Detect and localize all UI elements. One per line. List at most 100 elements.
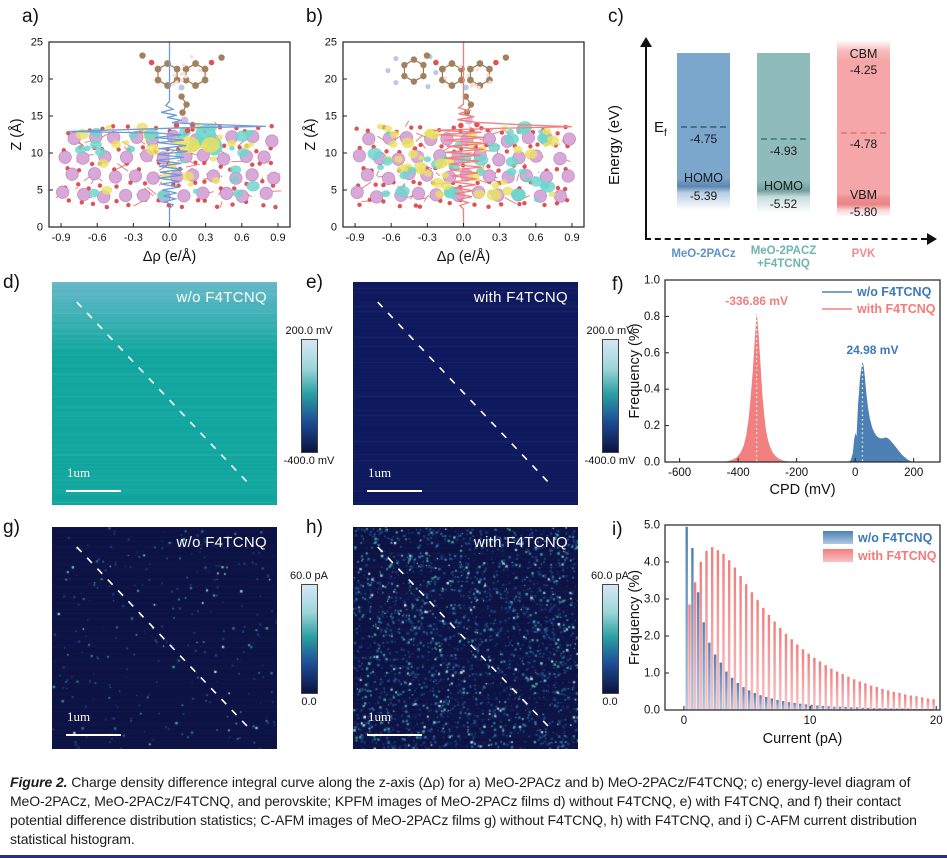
energy-axis-line	[645, 47, 647, 240]
bar	[906, 708, 910, 710]
vbm-value: -5.80	[849, 205, 878, 219]
tick-label: 15	[325, 111, 337, 123]
bar	[699, 562, 702, 710]
homo-value: -5.39	[689, 189, 718, 203]
scale-bar	[367, 733, 422, 736]
slab-large-atoms	[55, 129, 281, 204]
tick-label: 5	[331, 185, 337, 197]
scale-text: 1um	[67, 465, 91, 480]
distribution-area	[722, 312, 791, 462]
molecular-structure	[139, 52, 225, 134]
bar	[889, 708, 893, 710]
tick-label: 1.0	[644, 275, 660, 287]
bar	[901, 708, 904, 710]
bar-name-line2: +F4TCNQ	[757, 257, 810, 270]
tick-label: 20	[325, 74, 337, 86]
cafm-surface	[52, 527, 277, 749]
bar	[818, 661, 822, 710]
bar	[904, 694, 907, 710]
bar	[753, 693, 756, 710]
bar	[745, 584, 748, 710]
panel-label-d: d)	[3, 272, 20, 293]
colorbar-min: 0.0	[301, 696, 317, 708]
distribution-area	[847, 361, 914, 462]
tick-label: 5	[37, 185, 43, 197]
tick-label: 0.0	[456, 232, 471, 244]
fermi-value: -4.78	[849, 137, 878, 151]
bar	[793, 703, 796, 710]
current-distribution-chart: 0 10 20 0.0 1.0 2.0 3.0 4.0 5.0 Current (pA) Frequ…	[627, 520, 943, 748]
tick-label: 0.6	[234, 232, 249, 244]
bar	[884, 708, 887, 710]
caption-label: Figure 2.	[10, 774, 68, 790]
energy-level-diagram: Energy (eV) Ef -4.75 HOMO -5.39 -4.93 HO…	[600, 5, 947, 271]
bar	[881, 688, 884, 710]
bar	[779, 627, 782, 710]
tick-label: -0.9	[346, 232, 365, 244]
bar-name-meo2pacz-f4tcnq: MeO-2PACZ +F4TCNQ	[737, 245, 830, 270]
baseline-arrow-icon	[927, 233, 937, 245]
profile-dashed-line	[377, 301, 550, 484]
fermi-level-label: Ef	[654, 119, 667, 139]
bar	[869, 685, 873, 710]
energy-axis-label: Energy (eV)	[606, 104, 623, 186]
baseline-dashed-axis	[645, 238, 927, 240]
bar	[895, 708, 898, 710]
bar	[756, 600, 759, 710]
bar	[915, 696, 918, 710]
profile-dashed-line	[76, 546, 249, 728]
charge-density-curve	[67, 42, 266, 227]
bar	[824, 665, 827, 710]
tick-label: 25	[325, 37, 337, 49]
scale-bar	[66, 733, 121, 736]
legend-label: w/o F4TCNQ	[857, 531, 933, 545]
tick-label: 0.8	[644, 311, 660, 323]
y-axis-label: Frequency (%)	[627, 323, 643, 418]
tick-label: 0.3	[492, 232, 507, 244]
peak-value-label: -336.86 mV	[725, 294, 788, 308]
scale-text: 1um	[67, 709, 91, 724]
bar	[759, 695, 762, 710]
tick-label: 0	[852, 467, 858, 479]
profile-dashed-line	[377, 546, 550, 728]
bar	[813, 657, 816, 710]
bar	[711, 547, 714, 710]
energy-bar-pvk: CBM -4.25 -4.78 VBM -5.80	[837, 40, 890, 219]
charge-density-curve	[433, 42, 572, 227]
y-axis-label: Z (Å)	[302, 118, 319, 150]
tick-label: -200	[785, 467, 808, 479]
plot-frame	[664, 524, 941, 711]
cbm-label: CBM	[849, 47, 878, 61]
tick-label: 3.0	[644, 594, 660, 606]
bar	[841, 674, 844, 710]
colorbar-gradient	[601, 339, 619, 453]
bar	[850, 707, 853, 710]
bar	[685, 526, 688, 710]
legend-label: with F4TCNQ	[856, 302, 936, 316]
bar	[898, 693, 901, 710]
bar	[892, 691, 895, 710]
cafm-image-with-f4tcnq: with F4TCNQ 1um	[353, 527, 578, 749]
fermi-dash-line	[761, 138, 806, 140]
tick-label: 0.2	[644, 420, 660, 432]
bar	[742, 687, 745, 710]
tick-label: 0.0	[644, 705, 660, 717]
tick-label: 10	[804, 715, 817, 727]
charge-density-plot-meo2pacz: -0.9 -0.6 -0.3 0.0 0.3 0.6 0.9 0 5 10 15 20 25 Δρ (e/…	[8, 37, 291, 265]
energy-bar-meo2pacz: -4.75 HOMO -5.39	[677, 53, 730, 210]
homo-label: HOMO	[684, 171, 723, 185]
bar	[864, 683, 867, 710]
bar	[827, 706, 830, 710]
legend-label: w/o F4TCNQ	[856, 285, 932, 299]
bar	[855, 707, 859, 710]
vbm-label: VBM	[849, 188, 878, 202]
panel-label-c: c)	[608, 6, 624, 27]
legend-swatch	[823, 531, 853, 544]
tick-label: 25	[31, 37, 43, 49]
kpfm-image-with-f4tcnq: with F4TCNQ 1um	[353, 282, 578, 505]
bar	[887, 690, 890, 710]
profile-dashed-line	[76, 301, 249, 484]
tick-label: 0	[37, 222, 43, 234]
image-title: with F4TCNQ	[473, 534, 568, 551]
